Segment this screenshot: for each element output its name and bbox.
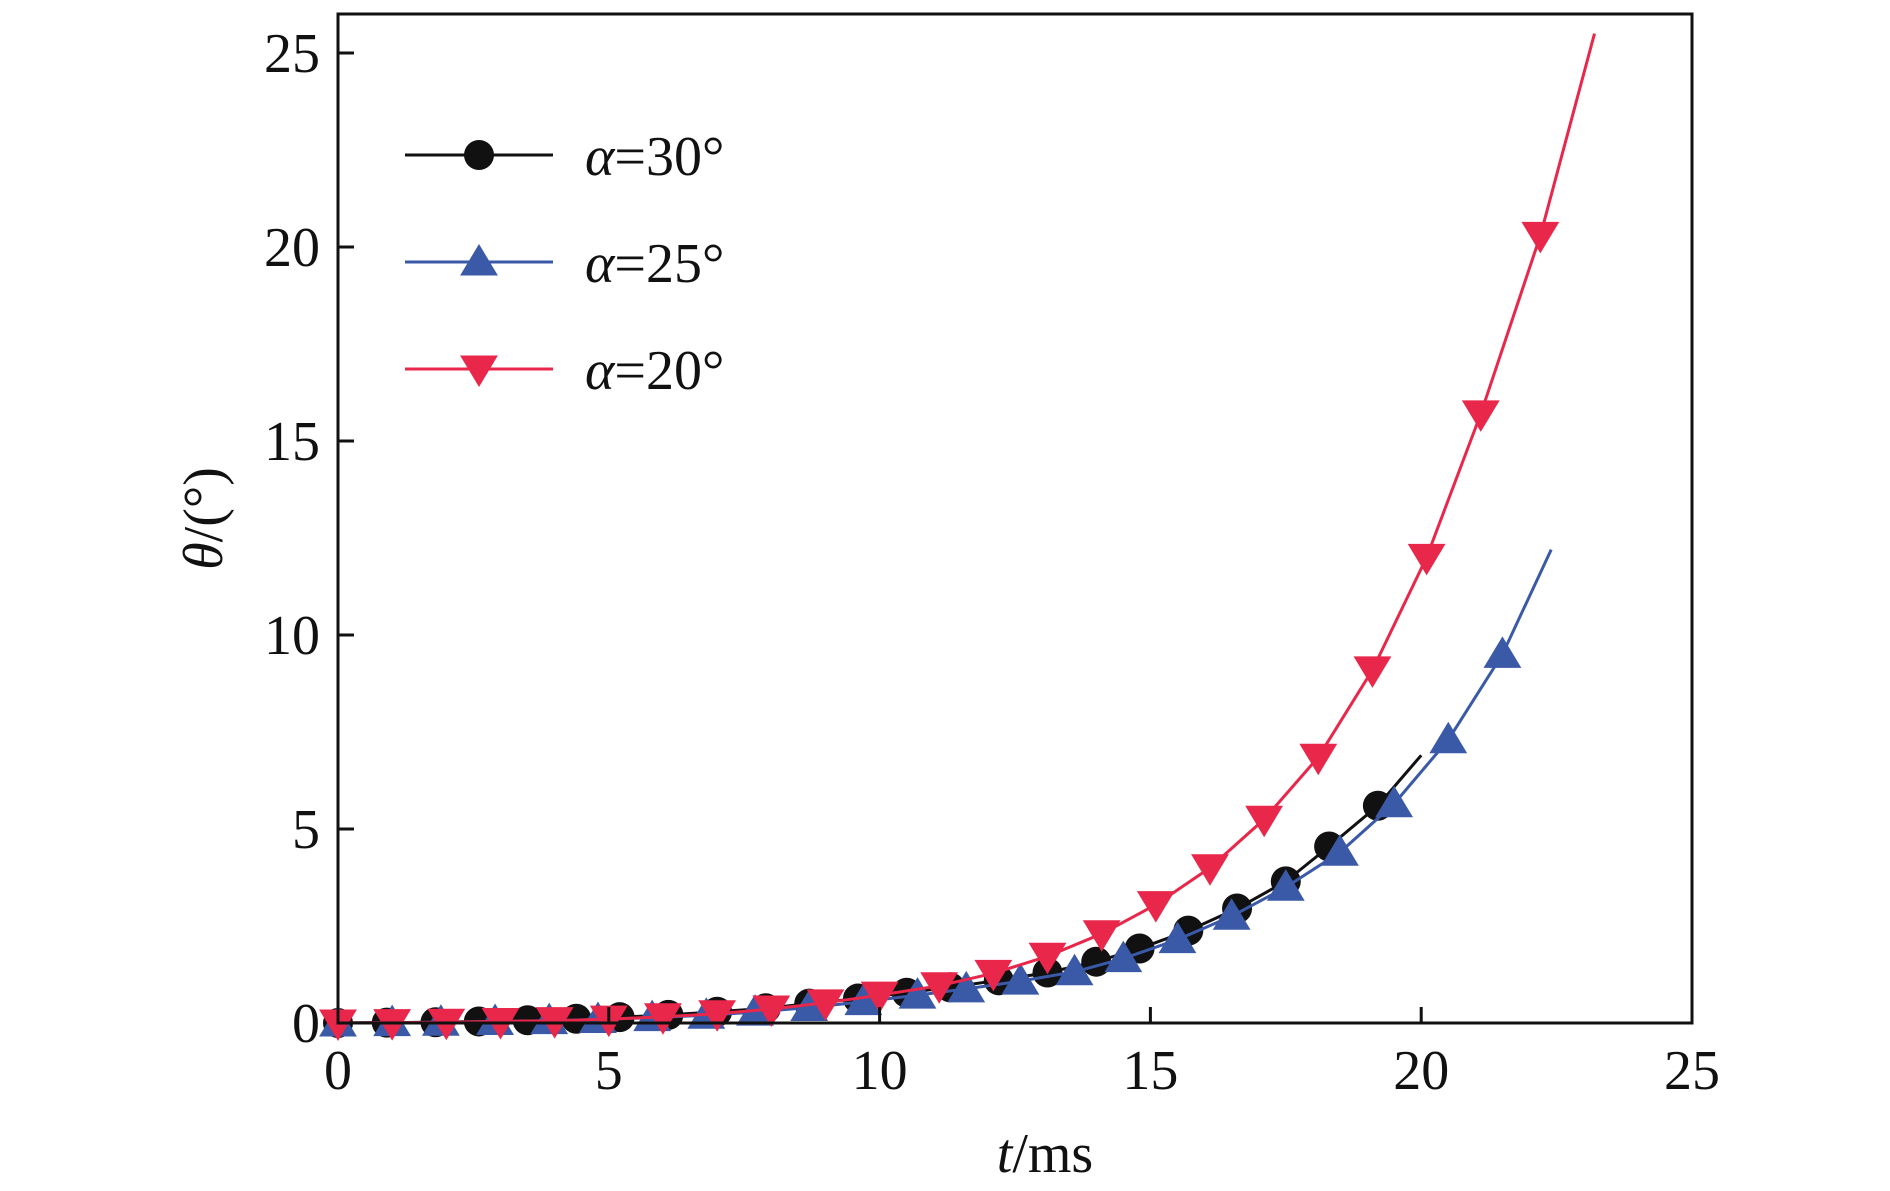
data-point — [1191, 854, 1229, 886]
y-axis-label-var: θ — [173, 542, 235, 570]
data-point — [1429, 721, 1468, 754]
data-point — [373, 1009, 412, 1041]
x-tick-label: 5 — [595, 1040, 623, 1102]
data-point — [898, 977, 937, 1009]
legend-label-var: α — [585, 233, 616, 295]
y-tick-label: 10 — [264, 605, 320, 667]
data-point — [1028, 942, 1067, 975]
data-point — [1321, 834, 1359, 866]
y-axis-label: θ/(°) — [173, 467, 235, 570]
data-point — [920, 972, 959, 1004]
x-tick-label: 0 — [324, 1040, 352, 1102]
x-axis-label: t/ms — [997, 1123, 1093, 1185]
data-point — [1212, 898, 1251, 930]
legend: α=30°α=25°α=20° — [405, 126, 724, 402]
legend-label: α=30° — [585, 126, 724, 188]
data-point — [1082, 920, 1121, 952]
data-point — [860, 981, 899, 1014]
plot-area-frame — [336, 12, 1694, 1025]
legend-label-value: =30° — [614, 126, 724, 188]
series-layer — [319, 33, 1596, 1041]
x-tick-label: 25 — [1664, 1040, 1720, 1102]
x-axis-label-unit: /ms — [1012, 1123, 1093, 1185]
y-tick-label: 5 — [292, 799, 320, 861]
x-tick-label: 15 — [1122, 1040, 1178, 1102]
data-point — [1266, 869, 1305, 901]
data-point — [1375, 785, 1414, 818]
legend-label-value: =20° — [614, 340, 724, 402]
legend-label-var: α — [585, 340, 616, 402]
legend-label: α=20° — [585, 340, 724, 402]
y-tick-label: 25 — [264, 23, 320, 85]
legend-item-1: α=30° — [405, 126, 724, 188]
legend-item-2: α=25° — [405, 233, 724, 295]
y-tick-label: 0 — [292, 993, 320, 1055]
x-tick-label: 20 — [1393, 1040, 1449, 1102]
legend-item-3: α=20° — [405, 340, 724, 402]
data-point — [1483, 636, 1522, 668]
data-point — [752, 995, 791, 1028]
data-point — [698, 1000, 737, 1032]
data-point — [1353, 656, 1392, 688]
data-point — [1407, 543, 1446, 576]
legend-marker — [460, 355, 498, 387]
x-tick-label: 10 — [852, 1040, 908, 1102]
legend-marker — [460, 244, 498, 276]
data-point — [1055, 953, 1094, 986]
y-tick-label: 20 — [264, 217, 320, 279]
data-point — [947, 970, 986, 1003]
series-2 — [319, 548, 1553, 1037]
y-axis-label-unit: /(°) — [173, 467, 235, 542]
legend-marker — [464, 140, 494, 170]
legend-label: α=25° — [585, 233, 724, 295]
axis-ticks: 0 5 10 15 20 25 0 5 10 15 20 25 — [264, 23, 1720, 1102]
data-point — [844, 983, 883, 1016]
y-tick-label: 15 — [264, 411, 320, 473]
data-point — [1299, 743, 1338, 776]
data-point — [319, 1009, 357, 1041]
data-point — [974, 959, 1013, 992]
data-point — [644, 1003, 682, 1035]
legend-label-value: =25° — [614, 233, 724, 295]
series-line — [337, 33, 1596, 1025]
x-axis-label-var: t — [997, 1123, 1014, 1185]
legend-label-var: α — [585, 126, 616, 188]
data-point — [1521, 221, 1560, 254]
data-point — [806, 989, 845, 1021]
data-point — [1245, 805, 1284, 838]
data-point — [1158, 921, 1197, 954]
series-3 — [319, 33, 1596, 1041]
data-point — [1136, 891, 1175, 923]
data-point — [1461, 400, 1500, 432]
data-point — [1001, 963, 1040, 995]
series-line — [337, 548, 1553, 1025]
data-point — [1104, 940, 1143, 973]
